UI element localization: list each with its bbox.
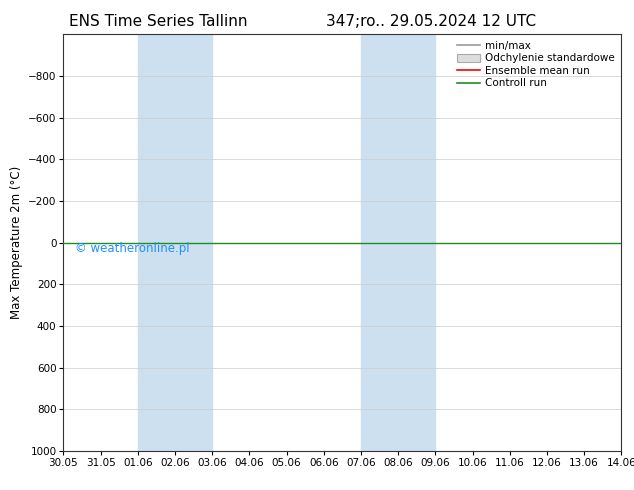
Text: 347;ro.. 29.05.2024 12 UTC: 347;ro.. 29.05.2024 12 UTC bbox=[326, 14, 536, 29]
Text: ENS Time Series Tallinn: ENS Time Series Tallinn bbox=[69, 14, 248, 29]
Legend: min/max, Odchylenie standardowe, Ensemble mean run, Controll run: min/max, Odchylenie standardowe, Ensembl… bbox=[453, 36, 619, 93]
Bar bbox=[138, 34, 212, 451]
Y-axis label: Max Temperature 2m (°C): Max Temperature 2m (°C) bbox=[10, 166, 23, 319]
Text: © weatheronline.pl: © weatheronline.pl bbox=[75, 242, 189, 255]
Bar bbox=[361, 34, 436, 451]
